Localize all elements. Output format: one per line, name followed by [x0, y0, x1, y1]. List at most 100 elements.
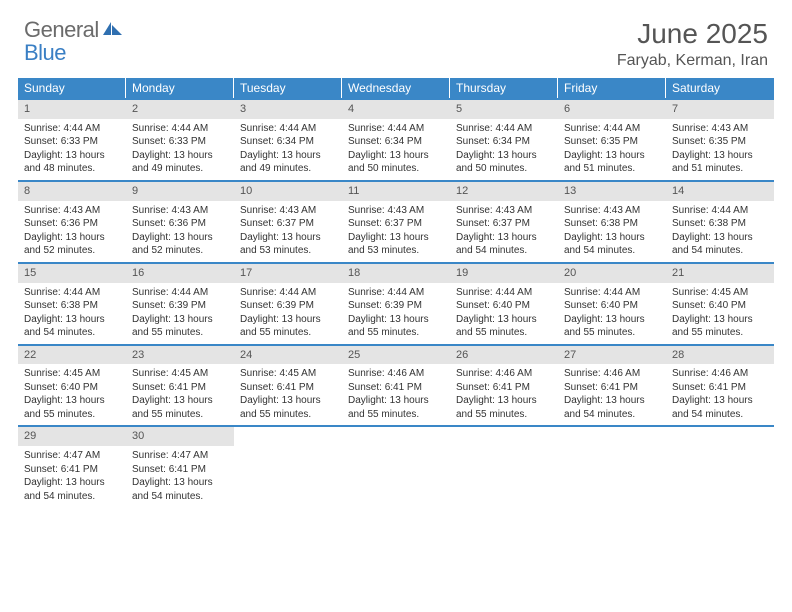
sunrise-line: Sunrise: 4:44 AM [564, 286, 660, 300]
day-body: Sunrise: 4:43 AMSunset: 6:38 PMDaylight:… [558, 201, 666, 262]
sunset-line: Sunset: 6:41 PM [672, 381, 768, 395]
day-number: 3 [234, 100, 342, 119]
calendar-day: 17 Sunrise: 4:44 AMSunset: 6:39 PMDayligh… [234, 262, 342, 344]
daylight-line: Daylight: 13 hours and 49 minutes. [132, 149, 228, 176]
calendar-day-empty [234, 425, 342, 507]
sunset-line: Sunset: 6:39 PM [348, 299, 444, 313]
sunrise-line: Sunrise: 4:46 AM [672, 367, 768, 381]
day-body: Sunrise: 4:45 AMSunset: 6:40 PMDaylight:… [666, 283, 774, 344]
daylight-line: Daylight: 13 hours and 54 minutes. [672, 394, 768, 421]
location: Faryab, Kerman, Iran [617, 52, 768, 70]
sunset-line: Sunset: 6:41 PM [348, 381, 444, 395]
calendar-day: 14Sunrise: 4:44 AMSunset: 6:38 PMDayligh… [666, 180, 774, 262]
sunset-line: Sunset: 6:41 PM [24, 463, 120, 477]
sunset-line: Sunset: 6:38 PM [564, 217, 660, 231]
sunset-line: Sunset: 6:34 PM [348, 135, 444, 149]
daylight-line: Daylight: 13 hours and 54 minutes. [672, 231, 768, 258]
sunset-line: Sunset: 6:36 PM [132, 217, 228, 231]
sunrise-line: Sunrise: 4:44 AM [132, 122, 228, 136]
logo-word-2: Blue [24, 40, 66, 65]
header: GeneralBlue June 2025 Faryab, Kerman, Ir… [0, 0, 792, 78]
day-number: 2 [126, 100, 234, 119]
sunset-line: Sunset: 6:41 PM [456, 381, 552, 395]
sunset-line: Sunset: 6:40 PM [24, 381, 120, 395]
day-number: 19 [450, 264, 558, 283]
day-body: Sunrise: 4:44 AMSunset: 6:34 PMDaylight:… [450, 119, 558, 180]
day-number: 16 [126, 264, 234, 283]
sunset-line: Sunset: 6:33 PM [132, 135, 228, 149]
calendar-day: 20Sunrise: 4:44 AMSunset: 6:40 PMDayligh… [558, 262, 666, 344]
day-number: 26 [450, 346, 558, 365]
day-body: Sunrise: 4:44 AMSunset: 6:40 PMDaylight:… [450, 283, 558, 344]
sunrise-line: Sunrise: 4:44 AM [24, 122, 120, 136]
day-body: Sunrise: 4:45 AMSunset: 6:41 PMDaylight:… [234, 364, 342, 425]
sunrise-line: Sunrise: 4:43 AM [240, 204, 336, 218]
calendar-day: 15Sunrise: 4:44 AMSunset: 6:38 PMDayligh… [18, 262, 126, 344]
month-title: June 2025 [617, 18, 768, 50]
weekday-header: Saturday [666, 78, 774, 98]
sunrise-line: Sunrise: 4:43 AM [456, 204, 552, 218]
sunset-line: Sunset: 6:34 PM [240, 135, 336, 149]
daylight-line: Daylight: 13 hours and 55 minutes. [240, 313, 336, 340]
calendar-day: 8Sunrise: 4:43 AMSunset: 6:36 PMDaylight… [18, 180, 126, 262]
daylight-line: Daylight: 13 hours and 51 minutes. [564, 149, 660, 176]
sunset-line: Sunset: 6:40 PM [456, 299, 552, 313]
weekday-header: Sunday [18, 78, 126, 98]
day-body: Sunrise: 4:43 AMSunset: 6:37 PMDaylight:… [450, 201, 558, 262]
sunrise-line: Sunrise: 4:44 AM [456, 286, 552, 300]
daylight-line: Daylight: 13 hours and 55 minutes. [240, 394, 336, 421]
weekday-row: SundayMondayTuesdayWednesdayThursdayFrid… [18, 78, 774, 98]
sunset-line: Sunset: 6:39 PM [240, 299, 336, 313]
sunrise-line: Sunrise: 4:47 AM [24, 449, 120, 463]
day-body: Sunrise: 4:44 AMSunset: 6:33 PMDaylight:… [126, 119, 234, 180]
day-body: Sunrise: 4:44 AMSunset: 6:35 PMDaylight:… [558, 119, 666, 180]
day-number: 23 [126, 346, 234, 365]
daylight-line: Daylight: 13 hours and 54 minutes. [24, 313, 120, 340]
daylight-line: Daylight: 13 hours and 55 minutes. [564, 313, 660, 340]
calendar-day: 26Sunrise: 4:46 AMSunset: 6:41 PMDayligh… [450, 344, 558, 426]
day-body: Sunrise: 4:44 AMSunset: 6:39 PMDaylight:… [126, 283, 234, 344]
sunset-line: Sunset: 6:41 PM [132, 463, 228, 477]
day-number: 18 [342, 264, 450, 283]
calendar-day: 29Sunrise: 4:47 AMSunset: 6:41 PMDayligh… [18, 425, 126, 507]
day-number: 8 [18, 182, 126, 201]
calendar-week: 8 Sunrise: 4:43 AM Sunset: 6:36 PM Daylight… [18, 180, 774, 262]
sunrise-line: Sunrise: 4:44 AM [672, 204, 768, 218]
day-number: 11 [342, 182, 450, 201]
day-number: 6 [558, 100, 666, 119]
sunset-line: Sunset: 6:40 PM [564, 299, 660, 313]
calendar-day: 10Sunrise: 4:43 AMSunset: 6:37 PMDayligh… [234, 180, 342, 262]
daylight-line: Daylight: 13 hours and 53 minutes. [240, 231, 336, 258]
daylight-line: Daylight: 13 hours and 49 minutes. [240, 149, 336, 176]
calendar-day: 23Sunrise: 4:45 AMSunset: 6:41 PMDayligh… [126, 344, 234, 426]
sunrise-line: Sunrise: 4:43 AM [672, 122, 768, 136]
logo-word-1: General [24, 17, 99, 42]
sunrise-line: Sunrise: 4:44 AM [240, 286, 336, 300]
sunset-line: Sunset: 6:34 PM [456, 135, 552, 149]
daylight-line: Daylight: 13 hours and 54 minutes. [24, 476, 120, 503]
daylight-line: Daylight: 13 hours and 54 minutes. [132, 476, 228, 503]
calendar-day: 3Sunrise: 4:44 AMSunset: 6:34 PMDaylight… [234, 98, 342, 180]
day-number: 7 [666, 100, 774, 119]
day-number: 1 [18, 100, 126, 119]
weekday-header: Monday [126, 78, 234, 98]
daylight-line: Daylight: 13 hours and 55 minutes. [672, 313, 768, 340]
calendar-day: 19Sunrise: 4:44 AMSunset: 6:40 PMDayligh… [450, 262, 558, 344]
day-number: 17 [234, 264, 342, 283]
sunrise-line: Sunrise: 4:47 AM [132, 449, 228, 463]
day-number: 5 [450, 100, 558, 119]
calendar-week: 15Sunrise: 4:44 AMSunset: 6:38 PMDayligh… [18, 262, 774, 344]
sunrise-line: Sunrise: 4:44 AM [132, 286, 228, 300]
sunset-line: Sunset: 6:33 PM [24, 135, 120, 149]
day-number: 15 [18, 264, 126, 283]
daylight-line: Daylight: 13 hours and 51 minutes. [672, 149, 768, 176]
sunset-line: Sunset: 6:35 PM [672, 135, 768, 149]
calendar-day: 27Sunrise: 4:46 AMSunset: 6:41 PMDayligh… [558, 344, 666, 426]
day-body: Sunrise: 4:47 AMSunset: 6:41 PMDaylight:… [18, 446, 126, 507]
calendar-day: 1Sunrise: 4:44 AMSunset: 6:33 PMDaylight… [18, 98, 126, 180]
day-body: Sunrise: 4:44 AMSunset: 6:38 PMDaylight:… [18, 283, 126, 344]
daylight-line: Daylight: 13 hours and 55 minutes. [348, 313, 444, 340]
calendar-day-empty [450, 425, 558, 507]
calendar-day: 5Sunrise: 4:44 AMSunset: 6:34 PMDaylight… [450, 98, 558, 180]
calendar-day: 4Sunrise: 4:44 AMSunset: 6:34 PMDaylight… [342, 98, 450, 180]
